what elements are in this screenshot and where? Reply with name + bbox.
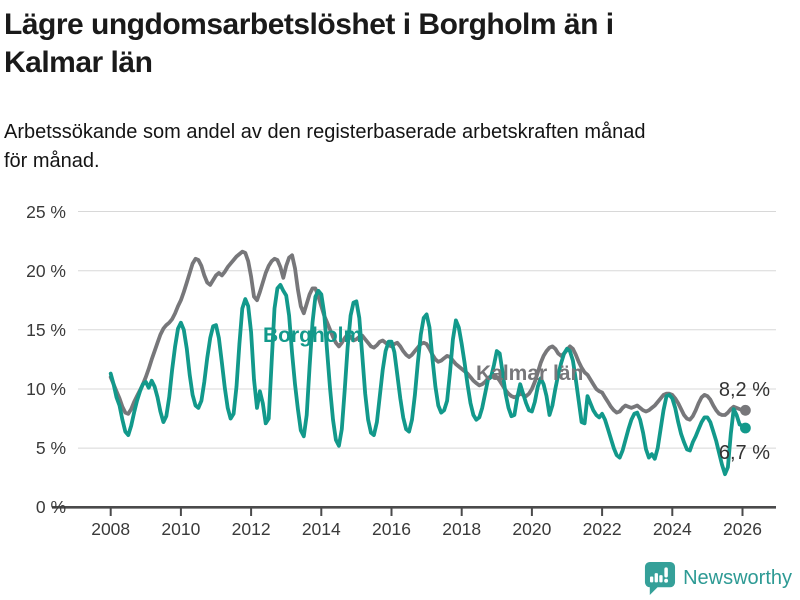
line-kalmar-län (108, 249, 748, 422)
page-title: Lägre ungdomsarbetslöshet i Borgholm än … (4, 8, 614, 41)
end-value-borgholm: 6,7 % (719, 442, 770, 464)
x-label-2016: 2016 (372, 519, 411, 539)
end-dot-kalmar-län (740, 404, 751, 416)
x-label-2018: 2018 (442, 519, 481, 539)
x-label-2010: 2010 (161, 519, 200, 539)
x-label-2008: 2008 (91, 519, 130, 539)
x-label-2020: 2020 (512, 519, 551, 539)
x-label-2012: 2012 (232, 519, 271, 539)
page-title-line2: Kalmar län (4, 46, 153, 79)
newsworthy-logo-icon (645, 562, 676, 595)
y-axis-labels: 25 % 20 % 15 % 10 % 5 % 0 % (26, 202, 66, 517)
line-borgholm (108, 282, 748, 477)
series-label-borgholm: Borgholm (263, 324, 362, 347)
newsworthy-logo: Newsworthy (643, 561, 792, 596)
y-label-20: 20 % (26, 261, 66, 281)
y-label-15: 15 % (26, 320, 66, 340)
y-label-25: 25 % (26, 202, 66, 222)
y-label-10: 10 % (26, 379, 66, 399)
end-dot-borgholm (740, 422, 751, 434)
x-label-2014: 2014 (302, 519, 341, 539)
x-axis-labels: 2008 2010 2012 2014 2016 2018 2020 2022 … (91, 519, 762, 539)
data-series (108, 249, 751, 477)
x-label-2026: 2026 (723, 519, 762, 539)
end-value-kalmar-lan: 8,2 % (719, 379, 770, 401)
series-label-kalmar-lan: Kalmar län (476, 362, 583, 385)
y-label-0: 0 % (36, 497, 66, 517)
x-label-2022: 2022 (583, 519, 622, 539)
chart-subtitle: Arbetssökande som andel av den registerb… (4, 121, 646, 143)
newsworthy-logo-text: Newsworthy (683, 567, 792, 589)
x-label-2024: 2024 (653, 519, 692, 539)
gridlines (78, 211, 776, 449)
y-label-5: 5 % (36, 438, 66, 458)
chart-subtitle-line2: för månad. (4, 150, 100, 172)
x-axis-ticks (109, 508, 744, 516)
